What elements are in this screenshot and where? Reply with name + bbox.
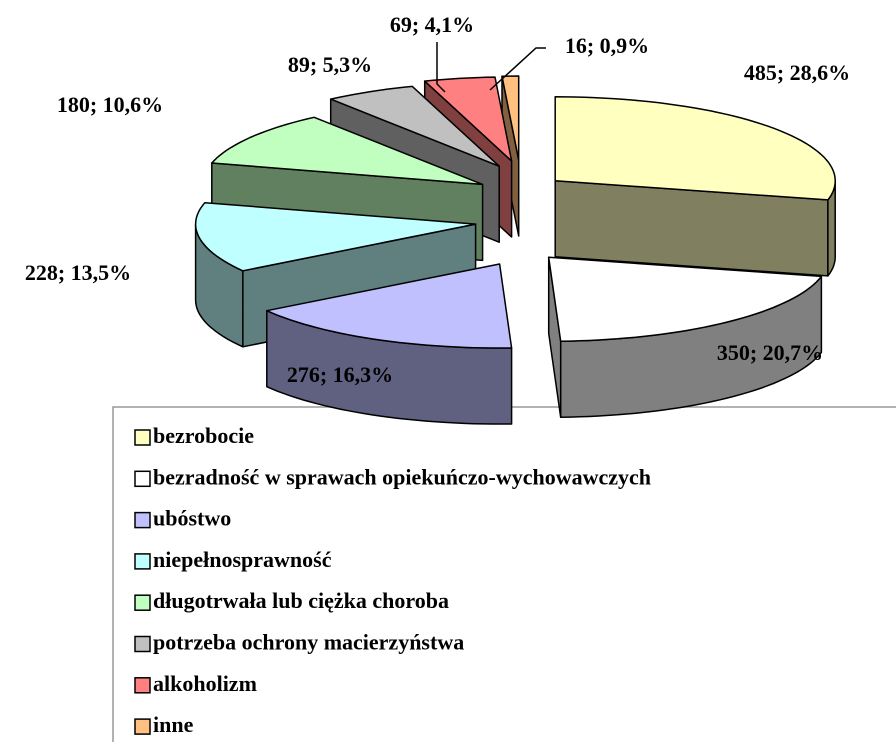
- data-label: 350; 20,7%: [717, 340, 823, 365]
- leader-line: [436, 42, 446, 93]
- slice: [501, 75, 520, 161]
- legend-label: długotrwała lub ciężka choroba: [153, 588, 449, 613]
- data-label: 228; 13,5%: [25, 260, 131, 285]
- data-label: 276; 16,3%: [287, 362, 393, 387]
- slice: [547, 256, 823, 343]
- slice: [423, 76, 513, 162]
- slice: [329, 85, 500, 167]
- data-label: 69; 4,1%: [390, 12, 474, 37]
- legend-label: alkoholizm: [153, 671, 257, 696]
- legend-label: potrzeba ochrony macierzyństwa: [153, 630, 464, 655]
- slice: [554, 96, 836, 201]
- legend-swatch: [134, 511, 151, 529]
- data-label: 485; 28,6%: [744, 60, 850, 85]
- legend-swatch: [134, 594, 151, 611]
- legend-swatch: [134, 470, 151, 488]
- data-label: 16; 0,9%: [565, 33, 649, 58]
- legend-label: bezrobocie: [153, 423, 254, 448]
- legend-label: bezradność w sprawach opiekuńczo-wychowa…: [153, 464, 651, 489]
- slice: [266, 263, 513, 349]
- legend-swatch: [134, 635, 151, 653]
- leader-line: [489, 47, 546, 91]
- data-label: 89; 5,3%: [288, 52, 372, 77]
- data-label: 180; 10,6%: [57, 92, 163, 117]
- legend-swatch: [134, 553, 151, 570]
- slice: [194, 201, 477, 272]
- slice: [211, 116, 484, 186]
- legend-swatch: [134, 718, 151, 735]
- legend-swatch: [134, 429, 151, 446]
- legend-box: [112, 406, 896, 742]
- legend-label: ubóstwo: [153, 506, 231, 531]
- legend-label: niepełnosprawność: [153, 547, 332, 572]
- legend-label: inne: [153, 712, 194, 737]
- legend-swatch: [134, 677, 151, 694]
